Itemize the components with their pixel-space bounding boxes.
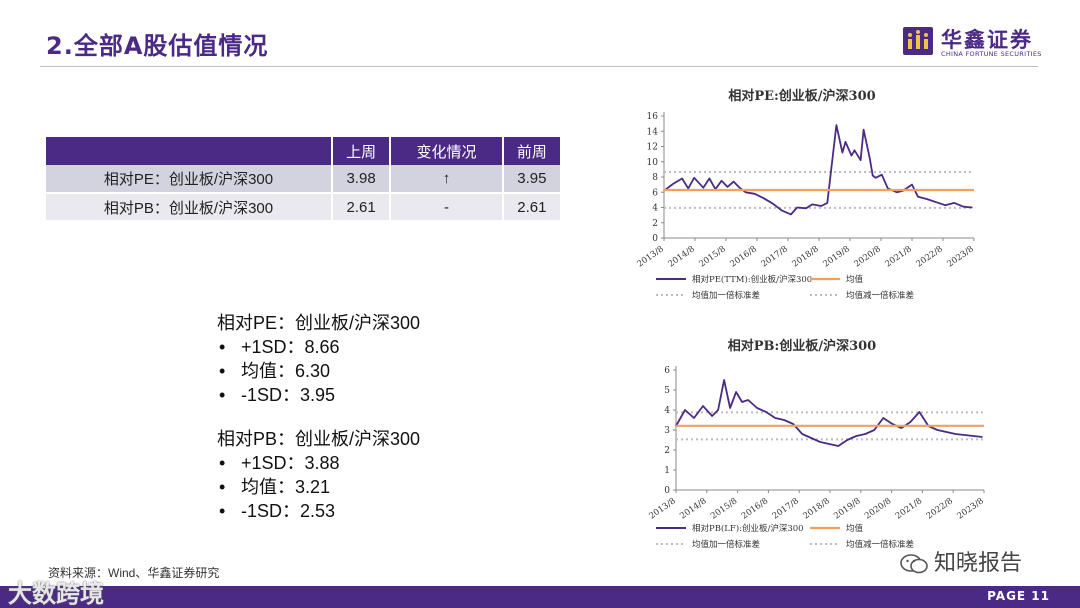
series-line [663,124,973,216]
logo-subtext: CHINA FORTUNE SECURITIES [941,50,1042,58]
x-tick-label: 2019/8 [821,244,851,269]
legend-label: 均值减一倍标准差 [846,539,914,550]
footer-bar [0,586,1080,608]
cell-prev-week: 2.61 [502,193,563,222]
x-tick-label: 2016/8 [728,244,758,269]
x-tick-label: 2014/8 [666,244,696,269]
y-tick-label: 6 [652,188,658,198]
x-tick-label: 2023/8 [945,244,975,269]
pb-stats: 相对PB：创业板/沪深300 +1SD：3.88 均值：3.21 -1SD：2.… [217,427,420,523]
legend-label: 相对PB(LF):创业板/沪深300 [692,523,804,534]
logo-text: 华鑫证券 [941,28,1033,52]
legend-label: 相对PE(TTM):创业板/沪深300 [692,274,812,285]
cell-last-week: 2.61 [332,193,392,222]
x-tick-label: 2020/8 [852,244,882,269]
source-note: 资料来源：Wind、华鑫证券研究 [48,566,220,580]
y-tick-label: 3 [664,426,670,436]
watermark-right: 知晓报告 [900,545,1022,577]
row-label: 相对PB：创业板/沪深300 [46,193,333,222]
pb-minus-sd: -1SD：2.53 [217,499,420,523]
page-title: 2.全部A股估值情况 [46,32,269,60]
y-tick-label: 16 [647,112,659,122]
table-corner-cell [46,137,333,165]
x-tick-label: 2014/8 [678,496,708,521]
pe-chart: 相对PE:创业板/沪深300 0 2 4 6 8 10 12 14 16 2013/8 2014/8 2… [612,82,992,314]
cell-prev-week: 3.95 [502,165,563,194]
y-tick-label: 4 [664,406,670,416]
page-number: PAGE 11 [987,589,1050,603]
table-header-row: 上周 变化情况 前周 [46,137,563,165]
cell-change: ↑ [390,165,504,194]
pb-chart: 相对PB:创业板/沪深300 0 1 2 3 4 5 6 2013/8 2014/8 2015/8 2… [612,332,992,554]
header-divider [40,66,1038,67]
x-tick-label: 2018/8 [801,496,831,521]
y-tick-label: 2 [664,446,670,456]
x-tick-label: 2022/8 [925,496,955,521]
x-tick-label: 2016/8 [740,496,770,521]
y-tick-label: 12 [647,143,658,153]
x-tick-label: 2013/8 [635,244,665,269]
y-tick-label: 14 [647,127,659,137]
company-logo: 华鑫证券 CHINA FORTUNE SECURITIES [903,24,1043,60]
column-header: 前周 [502,137,563,165]
logo-mark-icon [903,27,933,55]
x-tick-label: 2021/8 [883,244,913,269]
table-row: 相对PE：创业板/沪深300 3.98 ↑ 3.95 [46,165,563,194]
x-tick-label: 2018/8 [790,244,820,269]
x-tick-label: 2019/8 [832,496,862,521]
x-tick-label: 2020/8 [863,496,893,521]
x-tick-label: 2015/8 [709,496,739,521]
x-tick-label: 2017/8 [771,496,801,521]
pb-plus-sd: +1SD：3.88 [217,451,420,475]
pe-plus-sd: +1SD：8.66 [217,335,420,359]
pe-minus-sd: -1SD：3.95 [217,383,420,407]
legend-label: 均值加一倍标准差 [692,539,760,550]
legend-label: 均值加一倍标准差 [692,290,760,301]
x-tick-label: 2013/8 [647,496,677,521]
table-row: 相对PB：创业板/沪深300 2.61 - 2.61 [46,193,563,222]
y-tick-label: 10 [647,158,659,168]
pe-mean: 均值：6.30 [217,359,420,383]
legend-label: 均值 [846,274,864,285]
y-tick-label: 2 [652,219,658,229]
chart-title: 相对PB:创业板/沪深300 [728,338,876,354]
pb-stats-title: 相对PB：创业板/沪深300 [217,429,421,449]
column-header: 变化情况 [390,137,504,165]
legend-label: 均值 [846,523,864,534]
y-tick-label: 5 [664,386,670,396]
row-label: 相对PE：创业板/沪深300 [46,165,333,194]
y-tick-label: 6 [664,366,670,376]
chart-title: 相对PE:创业板/沪深300 [728,88,875,104]
x-tick-label: 2021/8 [894,496,924,521]
y-tick-label: 8 [652,173,658,183]
x-tick-label: 2017/8 [759,244,789,269]
valuation-table: 上周 变化情况 前周 相对PE：创业板/沪深300 3.98 ↑ 3.95 相对… [46,137,563,222]
y-tick-label: 0 [652,234,658,244]
pe-stats-title: 相对PE：创业板/沪深300 [217,313,421,333]
cell-last-week: 3.98 [332,165,392,194]
column-header: 上周 [332,137,392,165]
y-tick-label: 0 [664,486,670,496]
x-tick-label: 2022/8 [914,244,944,269]
wechat-icon [900,553,928,575]
x-tick-label: 2023/8 [955,496,985,521]
pb-mean: 均值：3.21 [217,475,420,499]
y-tick-label: 1 [664,466,670,476]
x-tick-label: 2015/8 [697,244,727,269]
watermark-left: 大数跨境 [8,580,104,608]
pe-stats: 相对PE：创业板/沪深300 +1SD：8.66 均值：6.30 -1SD：3.… [217,311,420,407]
cell-change: - [390,193,504,222]
watermark-right-text: 知晓报告 [934,551,1023,576]
y-tick-label: 4 [652,204,658,214]
legend-label: 均值减一倍标准差 [846,290,914,301]
stats-panel: 相对PE：创业板/沪深300 +1SD：8.66 均值：6.30 -1SD：3.… [217,311,420,543]
